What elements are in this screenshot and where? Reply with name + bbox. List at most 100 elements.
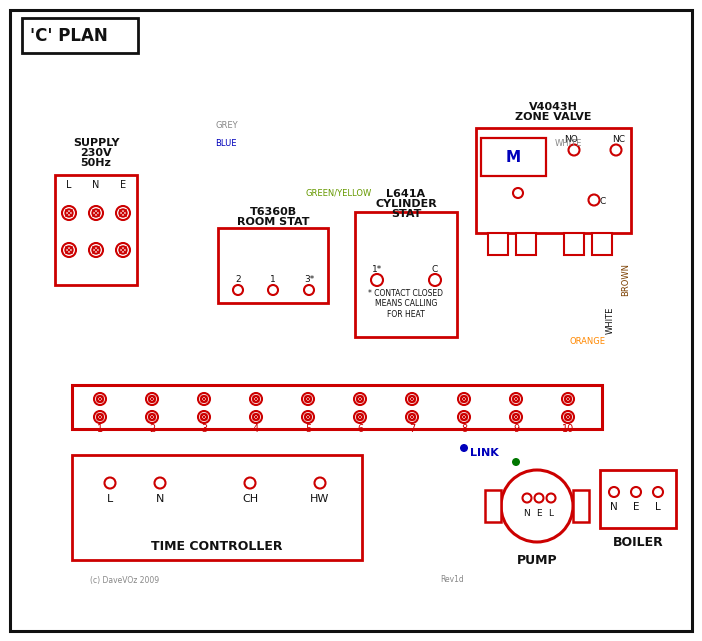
Circle shape — [154, 478, 166, 488]
Circle shape — [371, 274, 383, 286]
Circle shape — [93, 246, 100, 254]
Circle shape — [406, 411, 418, 423]
Bar — [355, 212, 457, 337]
Text: 230V: 230V — [80, 148, 112, 158]
Text: C: C — [600, 197, 606, 206]
Circle shape — [89, 243, 103, 257]
Text: L: L — [107, 494, 113, 504]
Circle shape — [146, 411, 158, 423]
Circle shape — [250, 411, 262, 423]
Text: HW: HW — [310, 494, 330, 504]
Circle shape — [62, 206, 76, 220]
Bar — [72, 385, 602, 429]
Circle shape — [116, 243, 130, 257]
Bar — [55, 175, 137, 285]
Circle shape — [253, 414, 259, 420]
Circle shape — [305, 396, 311, 402]
Text: ROOM STAT: ROOM STAT — [237, 217, 310, 227]
Circle shape — [201, 396, 207, 402]
Text: V4043H: V4043H — [529, 102, 578, 112]
Text: E: E — [536, 508, 542, 517]
Circle shape — [198, 393, 210, 405]
Circle shape — [354, 411, 366, 423]
Text: T6360B: T6360B — [249, 207, 296, 217]
Circle shape — [546, 494, 555, 503]
Text: WHITE: WHITE — [555, 138, 583, 147]
Text: PUMP: PUMP — [517, 553, 557, 567]
Circle shape — [314, 478, 326, 488]
Text: E: E — [633, 502, 640, 512]
Circle shape — [62, 243, 76, 257]
Circle shape — [522, 494, 531, 503]
Text: (c) DaveVOz 2009: (c) DaveVOz 2009 — [90, 576, 159, 585]
Circle shape — [233, 285, 243, 295]
Text: TIME CONTROLLER: TIME CONTROLLER — [151, 540, 283, 553]
Text: BROWN: BROWN — [621, 263, 630, 297]
Circle shape — [609, 487, 619, 497]
Circle shape — [97, 396, 103, 402]
Circle shape — [304, 285, 314, 295]
Circle shape — [409, 396, 415, 402]
Circle shape — [105, 478, 116, 488]
Text: SUPPLY: SUPPLY — [73, 138, 119, 148]
Circle shape — [146, 393, 158, 405]
Circle shape — [458, 393, 470, 405]
Circle shape — [97, 414, 103, 420]
Circle shape — [534, 494, 543, 503]
Circle shape — [513, 414, 519, 420]
Circle shape — [588, 194, 600, 206]
Circle shape — [513, 396, 519, 402]
Text: 9: 9 — [513, 424, 519, 434]
Circle shape — [513, 188, 523, 198]
Circle shape — [116, 206, 130, 220]
Bar — [600, 470, 676, 528]
Circle shape — [512, 458, 520, 466]
Circle shape — [119, 210, 126, 217]
Circle shape — [198, 411, 210, 423]
Circle shape — [611, 144, 621, 156]
Circle shape — [354, 393, 366, 405]
Circle shape — [653, 487, 663, 497]
Bar — [72, 455, 362, 560]
Text: 4: 4 — [253, 424, 259, 434]
Circle shape — [429, 274, 441, 286]
Circle shape — [460, 444, 468, 452]
Circle shape — [305, 414, 311, 420]
Text: CYLINDER: CYLINDER — [375, 199, 437, 209]
Text: 50Hz: 50Hz — [81, 158, 112, 168]
Circle shape — [119, 246, 126, 254]
Circle shape — [244, 478, 256, 488]
Circle shape — [461, 396, 467, 402]
Circle shape — [302, 393, 314, 405]
Bar — [564, 233, 584, 255]
Text: 7: 7 — [409, 424, 415, 434]
Bar — [485, 490, 501, 522]
Text: M: M — [506, 151, 521, 165]
Text: L: L — [66, 180, 72, 190]
Text: L641A: L641A — [386, 189, 425, 199]
Text: 2: 2 — [235, 274, 241, 283]
Text: GREY: GREY — [215, 121, 237, 129]
Bar — [573, 490, 589, 522]
Circle shape — [253, 396, 259, 402]
Circle shape — [510, 393, 522, 405]
Circle shape — [302, 411, 314, 423]
Circle shape — [458, 411, 470, 423]
Circle shape — [501, 470, 573, 542]
Circle shape — [268, 285, 278, 295]
Text: 3: 3 — [201, 424, 207, 434]
Bar — [516, 233, 536, 255]
Text: Rev1d: Rev1d — [440, 576, 464, 585]
Circle shape — [510, 411, 522, 423]
Text: 'C' PLAN: 'C' PLAN — [30, 27, 107, 45]
Circle shape — [562, 411, 574, 423]
Text: 6: 6 — [357, 424, 363, 434]
Text: 8: 8 — [461, 424, 467, 434]
Bar — [476, 128, 631, 233]
Circle shape — [94, 393, 106, 405]
Text: 10: 10 — [562, 424, 574, 434]
Text: NO: NO — [564, 135, 578, 144]
Circle shape — [461, 414, 467, 420]
Text: CH: CH — [242, 494, 258, 504]
Circle shape — [149, 396, 155, 402]
